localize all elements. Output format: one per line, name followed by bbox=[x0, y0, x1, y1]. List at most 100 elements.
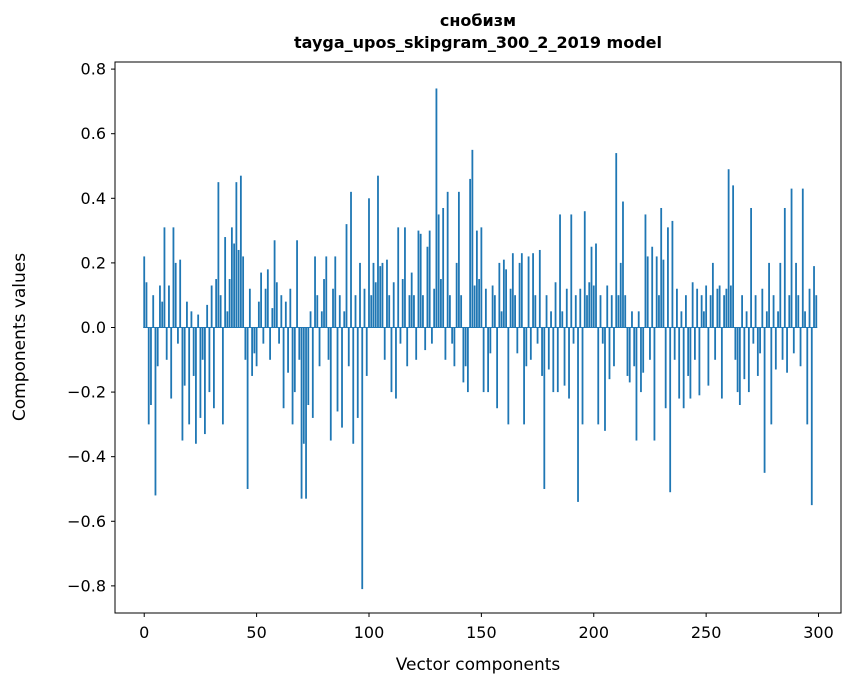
bar bbox=[221, 327, 224, 425]
bar bbox=[491, 285, 494, 328]
bar bbox=[156, 327, 159, 367]
bar bbox=[723, 295, 726, 328]
bar bbox=[361, 327, 364, 590]
bar bbox=[489, 327, 492, 354]
bar bbox=[352, 327, 355, 444]
bar bbox=[718, 285, 721, 328]
bar bbox=[795, 262, 797, 328]
bar bbox=[460, 295, 463, 328]
bar bbox=[242, 256, 245, 328]
bar bbox=[446, 191, 449, 328]
bar bbox=[199, 327, 202, 418]
bar bbox=[658, 295, 660, 328]
bar bbox=[311, 327, 314, 418]
bar bbox=[435, 88, 438, 328]
bar bbox=[662, 259, 665, 328]
bar bbox=[714, 327, 717, 360]
bar bbox=[469, 178, 472, 328]
bar bbox=[359, 262, 361, 328]
bar bbox=[399, 327, 402, 344]
bar bbox=[604, 327, 606, 431]
bar bbox=[147, 327, 150, 425]
x-tick-label: 200 bbox=[578, 623, 609, 642]
bar bbox=[150, 327, 152, 405]
bar bbox=[653, 327, 656, 441]
bar bbox=[181, 327, 184, 441]
bar bbox=[372, 262, 375, 328]
bar bbox=[572, 327, 575, 344]
bar bbox=[201, 327, 204, 360]
axes-spines bbox=[114, 61, 842, 614]
bar bbox=[253, 327, 256, 354]
bar bbox=[275, 282, 278, 328]
bar bbox=[444, 327, 447, 360]
bar bbox=[541, 327, 543, 376]
bar bbox=[685, 295, 687, 328]
bar bbox=[698, 327, 701, 396]
bar bbox=[563, 327, 566, 386]
bar bbox=[484, 288, 487, 328]
bar bbox=[368, 198, 370, 328]
bar bbox=[759, 327, 761, 354]
bar bbox=[727, 169, 730, 328]
bar bbox=[327, 327, 330, 360]
bar bbox=[581, 327, 584, 425]
bar bbox=[172, 227, 175, 328]
bar bbox=[694, 327, 696, 360]
bar bbox=[273, 240, 276, 328]
bar bbox=[210, 285, 213, 328]
bar bbox=[493, 295, 496, 328]
bar bbox=[534, 295, 537, 328]
bar bbox=[687, 327, 690, 376]
bar bbox=[511, 253, 514, 328]
y-tick-label: −0.2 bbox=[67, 383, 106, 402]
bar bbox=[266, 269, 269, 328]
bar bbox=[230, 227, 233, 328]
bar bbox=[786, 327, 788, 373]
bar bbox=[471, 149, 474, 328]
bar bbox=[768, 262, 770, 328]
bar bbox=[293, 327, 296, 393]
x-tick-label: 150 bbox=[466, 623, 497, 642]
bar bbox=[426, 246, 429, 328]
bar bbox=[707, 327, 710, 386]
y-tick-label: −0.6 bbox=[67, 512, 106, 531]
bar bbox=[631, 311, 633, 328]
bar bbox=[529, 327, 532, 360]
bar bbox=[251, 327, 254, 376]
bar bbox=[691, 282, 694, 328]
bar bbox=[586, 295, 588, 328]
bar bbox=[615, 153, 618, 328]
bar bbox=[696, 288, 699, 328]
bar bbox=[413, 295, 415, 328]
bar bbox=[624, 295, 627, 328]
bar bbox=[188, 327, 191, 425]
bar bbox=[296, 240, 298, 328]
bar bbox=[341, 327, 343, 428]
bar bbox=[307, 327, 310, 405]
bar bbox=[424, 327, 427, 351]
bar bbox=[673, 327, 676, 360]
bar bbox=[406, 327, 409, 367]
bar bbox=[356, 327, 359, 418]
bar bbox=[536, 327, 539, 344]
bar bbox=[480, 227, 483, 328]
bar bbox=[428, 230, 431, 328]
bar bbox=[404, 227, 406, 328]
bar bbox=[186, 301, 188, 328]
bar bbox=[655, 256, 658, 328]
bar bbox=[550, 311, 552, 328]
bar bbox=[280, 295, 283, 328]
bar bbox=[197, 314, 200, 328]
x-axis-label: Vector components bbox=[396, 655, 561, 675]
bar bbox=[354, 295, 357, 328]
bar bbox=[709, 295, 712, 328]
bar bbox=[449, 295, 451, 328]
bar bbox=[595, 243, 597, 328]
bar bbox=[183, 327, 186, 386]
bar bbox=[525, 327, 528, 367]
bar bbox=[507, 327, 510, 425]
bar bbox=[682, 327, 685, 409]
